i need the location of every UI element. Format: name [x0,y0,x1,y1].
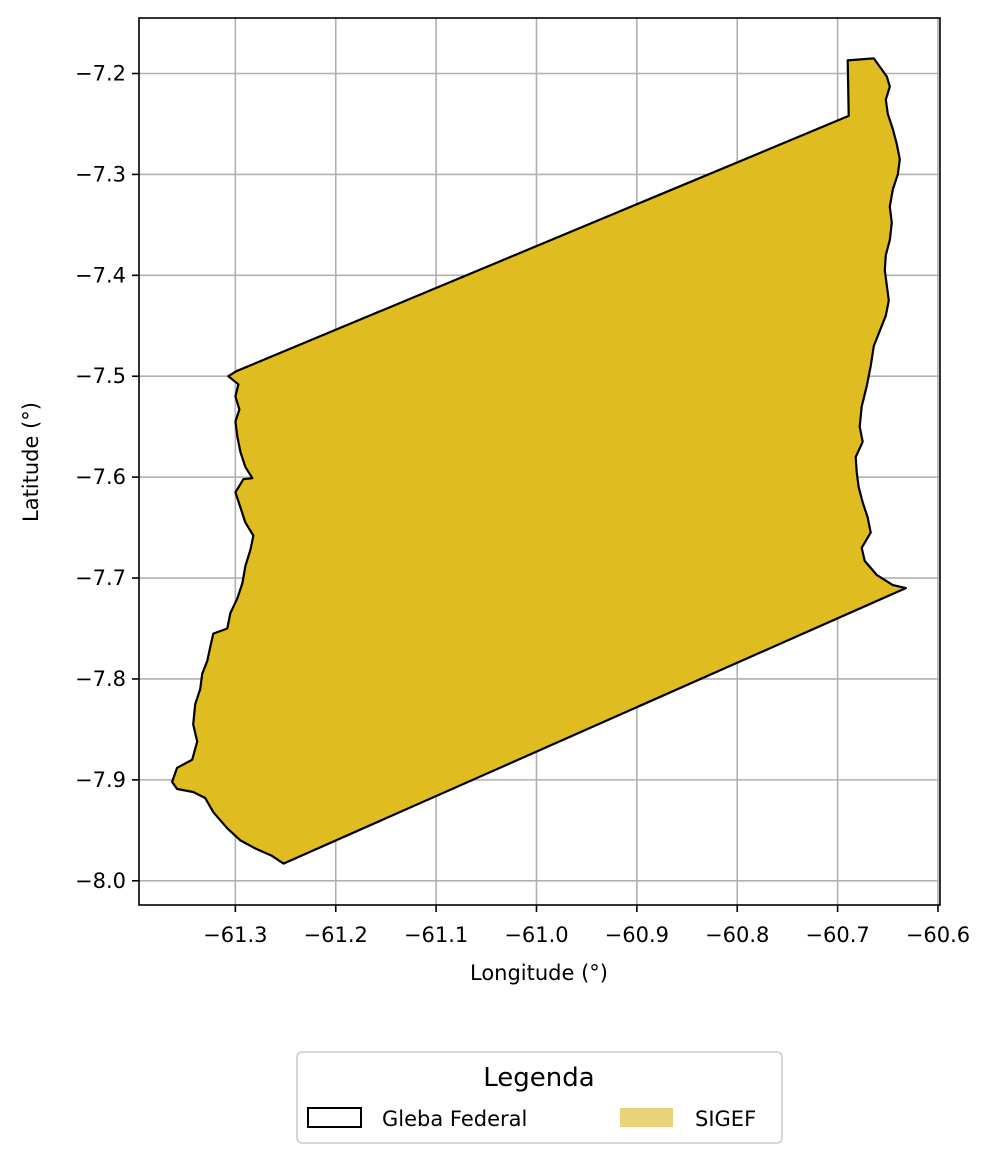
x-tick-label: −61.3 [203,923,267,947]
x-tick-label: −60.8 [705,923,769,947]
legend-gleba-label: Gleba Federal [382,1107,527,1131]
legend-gleba-swatch [307,1107,362,1128]
axes-frame [138,17,941,906]
legend-sigef-label: SIGEF [695,1107,756,1131]
legend: Legenda Gleba Federal SIGEF [296,1051,783,1144]
y-tick-label: −8.0 [75,869,126,893]
y-tick-label: −7.8 [75,667,126,691]
legend-sigef-swatch [620,1108,673,1127]
x-tick-label: −61.1 [404,923,468,947]
sigef-polygon [171,57,907,865]
x-axis-label: Longitude (°) [470,961,608,985]
legend-title: Legenda [483,1063,594,1093]
y-axis-ticks: −7.2 −7.3 −7.4 −7.5 −7.6 −7.7 −7.8 −7.9 −8.0 [75,62,139,893]
x-tick-label: −60.9 [605,923,669,947]
y-tick-label: −7.5 [75,364,126,388]
y-tick-label: −7.9 [75,768,126,792]
y-tick-label: −7.4 [75,263,126,287]
map-layer [171,57,907,865]
y-tick-label: −7.2 [75,62,126,86]
x-tick-label: −60.6 [906,923,970,947]
x-tick-label: −60.7 [805,923,869,947]
y-axis-label: Latitude (°) [19,402,43,522]
x-tick-label: −61.2 [304,923,368,947]
y-tick-label: −7.3 [75,162,126,186]
y-tick-label: −7.7 [75,566,126,590]
x-axis-ticks: −61.3 −61.2 −61.1 −61.0 −60.9 −60.8 −60.7 −60.6 [203,905,970,947]
x-tick-label: −61.0 [504,923,568,947]
y-tick-label: −7.6 [75,465,126,489]
